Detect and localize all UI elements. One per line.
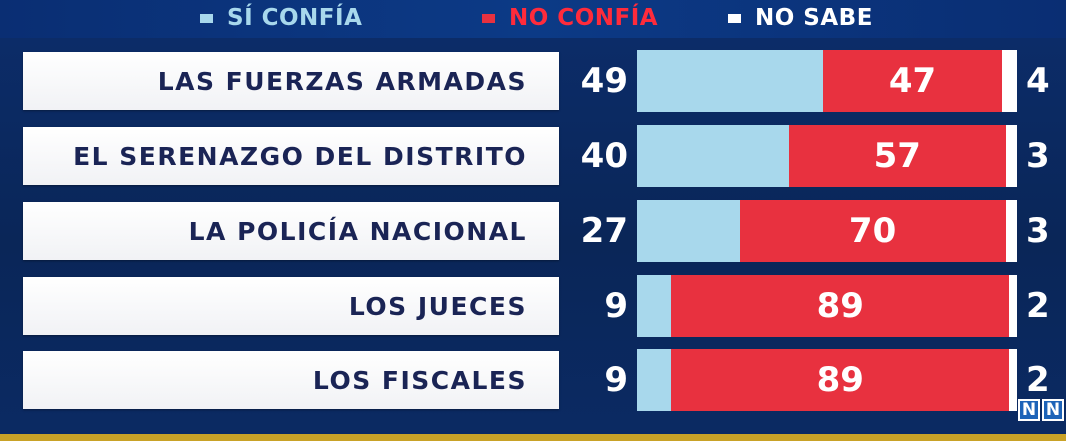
bar-segment-ns bbox=[1009, 275, 1017, 337]
stacked-bar: 70 bbox=[637, 200, 1017, 262]
value-label-si: 49 bbox=[580, 61, 628, 101]
value-label-si: 40 bbox=[580, 136, 628, 176]
value-label-si: 9 bbox=[604, 286, 628, 326]
category-label: LOS JUECES bbox=[348, 291, 527, 321]
category-label-box: LOS FISCALES bbox=[23, 351, 559, 409]
value-label-no: 57 bbox=[873, 136, 921, 176]
logo-letter: N bbox=[1042, 399, 1064, 421]
legend-label-si: SÍ CONFÍA bbox=[227, 5, 363, 31]
bar-segment-no: 47 bbox=[823, 50, 1002, 112]
value-label-ns: 2 bbox=[1026, 286, 1050, 326]
value-label-ns: 3 bbox=[1026, 136, 1050, 176]
bar-segment-si bbox=[637, 50, 824, 112]
bar-segment-no: 89 bbox=[671, 275, 1010, 337]
legend-item-si: SÍ CONFÍA bbox=[200, 3, 362, 33]
category-label: LAS FUERZAS ARMADAS bbox=[157, 66, 527, 96]
category-label-box: LA POLICÍA NACIONAL bbox=[23, 202, 559, 260]
channel-logo: N N bbox=[1018, 399, 1066, 421]
category-label: LA POLICÍA NACIONAL bbox=[188, 216, 527, 246]
legend-label-no: NO CONFÍA bbox=[509, 5, 659, 31]
stacked-bar: 89 bbox=[637, 275, 1017, 337]
bar-segment-ns bbox=[1001, 50, 1017, 112]
bar-segment-si bbox=[637, 200, 740, 262]
stacked-bar: 47 bbox=[637, 50, 1017, 112]
category-label: LOS FISCALES bbox=[312, 365, 527, 395]
value-label-ns: 3 bbox=[1026, 211, 1050, 251]
category-label: EL SERENAZGO DEL DISTRITO bbox=[73, 141, 527, 171]
value-label-si: 27 bbox=[580, 211, 628, 251]
bar-segment-no: 57 bbox=[789, 125, 1006, 187]
legend-swatch-ns bbox=[728, 13, 741, 23]
value-label-ns: 4 bbox=[1026, 61, 1050, 101]
bar-segment-no: 89 bbox=[671, 349, 1010, 411]
value-label-no: 89 bbox=[816, 286, 864, 326]
value-label-ns: 2 bbox=[1026, 360, 1050, 400]
value-label-no: 70 bbox=[848, 211, 897, 251]
stacked-bar: 57 bbox=[637, 125, 1017, 187]
legend-label-ns: NO SABE bbox=[755, 5, 873, 31]
category-label-box: LOS JUECES bbox=[23, 277, 559, 335]
legend-swatch-si bbox=[200, 13, 213, 23]
legend-swatch-no bbox=[482, 13, 495, 23]
value-label-no: 47 bbox=[888, 61, 937, 101]
bar-segment-si bbox=[637, 125, 789, 187]
bottom-ticker-strip bbox=[0, 434, 1066, 441]
legend-band bbox=[0, 0, 1066, 38]
category-label-box: EL SERENAZGO DEL DISTRITO bbox=[23, 127, 559, 185]
bar-segment-ns bbox=[1009, 349, 1017, 411]
bar-segment-si bbox=[637, 349, 672, 411]
legend: SÍ CONFÍA NO CONFÍA NO SABE bbox=[0, 0, 1066, 38]
bar-segment-ns bbox=[1005, 125, 1017, 187]
legend-item-no: NO CONFÍA bbox=[482, 3, 658, 33]
bar-segment-si bbox=[637, 275, 672, 337]
legend-item-ns: NO SABE bbox=[728, 3, 873, 33]
logo-letter: N bbox=[1018, 399, 1040, 421]
stacked-bar: 89 bbox=[637, 349, 1017, 411]
value-label-si: 9 bbox=[604, 360, 628, 400]
value-label-no: 89 bbox=[816, 360, 864, 400]
bar-segment-no: 70 bbox=[739, 200, 1006, 262]
bar-segment-ns bbox=[1005, 200, 1017, 262]
category-label-box: LAS FUERZAS ARMADAS bbox=[23, 52, 559, 110]
